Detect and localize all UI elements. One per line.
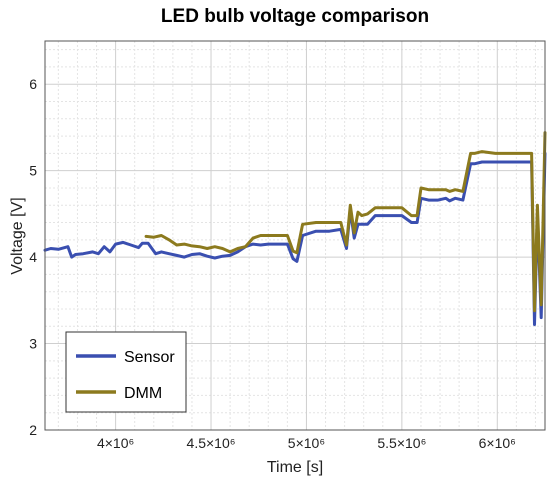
x-tick-label: 5×10⁶	[288, 435, 325, 451]
y-tick-label: 2	[29, 422, 37, 438]
x-tick-label: 4×10⁶	[97, 435, 134, 451]
series-line-dmm	[144, 131, 547, 313]
x-axis-label: Time [s]	[267, 459, 323, 476]
y-tick-label: 5	[29, 163, 37, 179]
minor-grid	[45, 41, 545, 430]
legend-label-sensor: Sensor	[124, 349, 175, 366]
y-tick-label: 6	[29, 76, 37, 92]
plot-frame	[44, 40, 546, 431]
series-line-sensor	[43, 151, 547, 326]
y-tick-label: 4	[29, 249, 37, 265]
y-axis-label: Voltage [V]	[9, 197, 26, 274]
y-tick-label: 3	[29, 336, 37, 352]
y-tick-labels: 2 3 4 5 6	[29, 76, 37, 438]
legend-box	[65, 331, 187, 413]
x-tick-label: 6×10⁶	[479, 435, 516, 451]
legend: Sensor DMM	[65, 331, 187, 413]
x-tick-label: 4.5×10⁶	[187, 435, 236, 451]
x-tick-labels: 4×10⁶ 4.5×10⁶ 5×10⁶ 5.5×10⁶ 6×10⁶	[97, 435, 516, 451]
series-layer	[43, 131, 547, 326]
chart-title: LED bulb voltage comparison	[161, 6, 429, 27]
legend-label-dmm: DMM	[124, 385, 162, 402]
x-tick-label: 5.5×10⁶	[377, 435, 426, 451]
